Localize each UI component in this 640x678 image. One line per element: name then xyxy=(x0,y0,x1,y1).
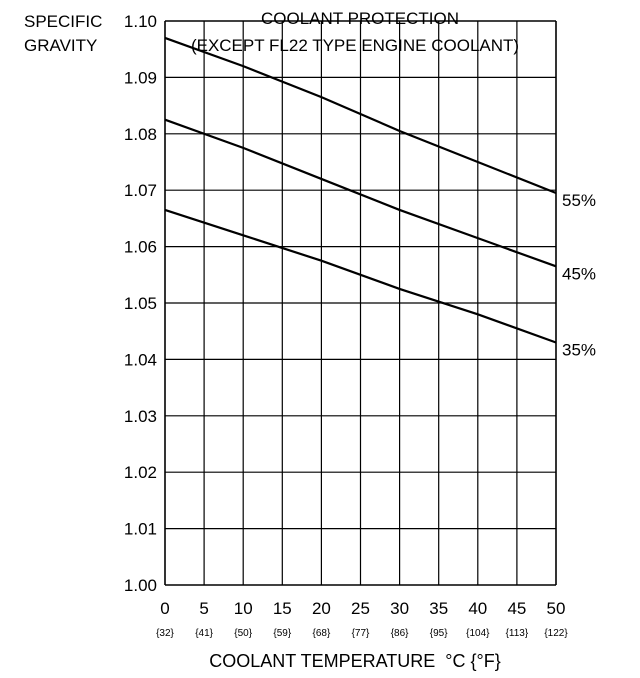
x-tick-label: 45 xyxy=(507,599,526,618)
y-axis-label-line2: GRAVITY xyxy=(24,36,97,55)
x-tick-label: 5 xyxy=(199,599,208,618)
y-tick-label: 1.04 xyxy=(124,350,157,369)
y-tick-label: 1.03 xyxy=(124,407,157,426)
y-tick-label: 1.01 xyxy=(124,520,157,539)
x-tick-sublabel: {122} xyxy=(544,628,568,639)
chart-subtitle: (EXCEPT FL22 TYPE ENGINE COOLANT) xyxy=(191,36,519,55)
series-label: 45% xyxy=(562,264,596,283)
x-tick-label: 35 xyxy=(429,599,448,618)
series-lines: 55% 45% 35% xyxy=(164,36,596,359)
x-tick-sublabel: {41} xyxy=(195,628,213,639)
x-tick-sublabel: {32} xyxy=(156,628,174,639)
x-tick-label: 50 xyxy=(547,599,566,618)
y-axis-label-line1: SPECIFIC xyxy=(24,12,102,31)
series-line-45pct xyxy=(164,118,557,268)
y-tick-label: 1.00 xyxy=(124,576,157,595)
x-tick-sublabel: {86} xyxy=(391,628,409,639)
x-tick-label: 10 xyxy=(234,599,253,618)
tick-labels: 0 {32} 5 {41} 10 {50} 15 {59} 20 {68} 25 {77} 30 {86}… xyxy=(124,12,568,639)
x-tick-label: 0 xyxy=(160,599,169,618)
x-axis-label: COOLANT TEMPERATURE °C {°F} xyxy=(209,651,500,671)
y-tick-label: 1.05 xyxy=(124,294,157,313)
x-tick-sublabel: {95} xyxy=(430,628,448,639)
x-tick-sublabel: {68} xyxy=(312,628,330,639)
y-tick-label: 1.02 xyxy=(124,463,157,482)
y-tick-label: 1.07 xyxy=(124,181,157,200)
grid xyxy=(164,20,557,586)
x-tick-sublabel: {77} xyxy=(352,628,370,639)
y-tick-label: 1.08 xyxy=(124,125,157,144)
x-tick-label: 15 xyxy=(273,599,292,618)
series-label: 35% xyxy=(562,340,596,359)
x-tick-label: 30 xyxy=(390,599,409,618)
series-line-55pct xyxy=(164,36,557,195)
series-label: 55% xyxy=(562,191,596,210)
y-tick-label: 1.09 xyxy=(124,68,157,87)
x-tick-label: 20 xyxy=(312,599,331,618)
x-tick-sublabel: {50} xyxy=(234,628,252,639)
x-tick-label: 40 xyxy=(468,599,487,618)
x-tick-label: 25 xyxy=(351,599,370,618)
chart-title: COOLANT PROTECTION xyxy=(261,9,459,28)
x-tick-sublabel: {59} xyxy=(273,628,291,639)
series-line-35pct xyxy=(164,208,557,344)
y-tick-label: 1.10 xyxy=(124,12,157,31)
x-tick-sublabel: {104} xyxy=(466,628,490,639)
y-tick-label: 1.06 xyxy=(124,238,157,257)
x-tick-sublabel: {113} xyxy=(506,628,529,639)
